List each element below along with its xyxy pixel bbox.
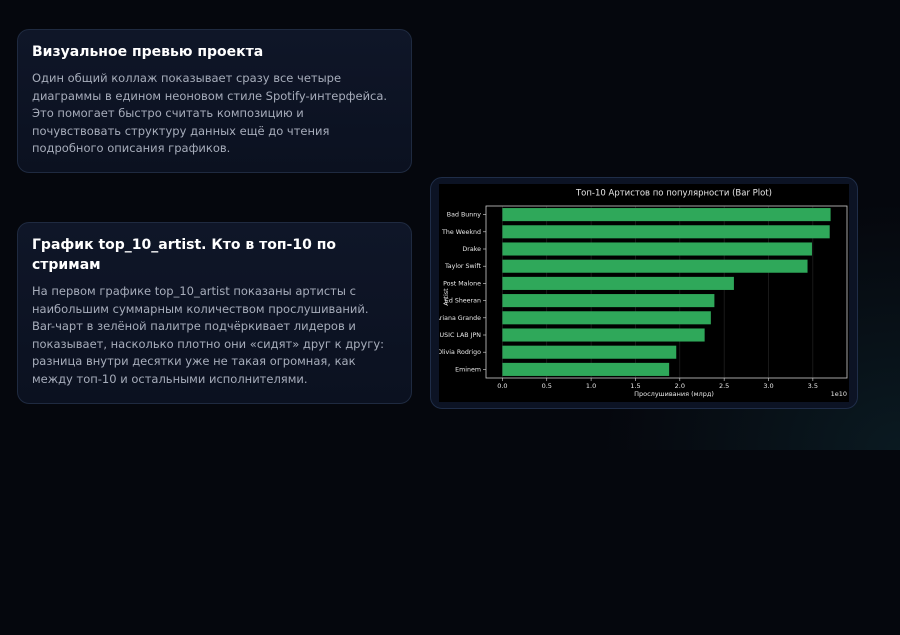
x-tick-label: 1.5 [630, 382, 640, 390]
card-body: Один общий коллаж показывает сразу все ч… [32, 71, 388, 156]
y-tick-label: Olivia Rodrigo [439, 349, 481, 356]
bar [502, 242, 812, 256]
bar [502, 311, 711, 325]
bar [502, 225, 830, 239]
y-tick-label: Post Malone [443, 280, 481, 287]
x-tick-label: 1.0 [586, 382, 596, 390]
bar [502, 259, 808, 273]
card: График top_10_artist. Кто в топ-10 по ст… [17, 222, 412, 404]
card-title: Визуальное превью проекта [32, 44, 264, 60]
y-tick-label: MUSIC LAB JPN [439, 332, 481, 339]
y-axis-label: Artist [442, 288, 450, 306]
bar [502, 328, 705, 342]
bar [502, 208, 831, 222]
bar [502, 362, 670, 376]
y-tick-label: Ariana Grande [439, 315, 481, 322]
card-body: На первом графике top_10_artist показаны… [32, 284, 385, 386]
bar [502, 276, 734, 290]
chart-title: Топ-10 Артистов по популярности (Bar Plo… [575, 189, 772, 199]
chart: Топ-10 Артистов по популярности (Bar Plo… [439, 184, 849, 402]
y-tick-label: Bad Bunny [447, 212, 481, 219]
x-tick-label: 2.5 [719, 382, 729, 390]
plot-frame [485, 205, 848, 379]
bar [502, 345, 677, 359]
y-tick-label: Eminem [455, 366, 481, 373]
y-tick-label: Taylor Swift [444, 263, 482, 270]
bar [502, 294, 715, 308]
card: Визуальное превью проекта Один общий кол… [17, 29, 412, 173]
y-tick-label: Drake [462, 246, 481, 253]
chart-card: Топ-10 Артистов по популярности (Bar Plo… [430, 177, 858, 409]
x-tick-label: 2.0 [675, 382, 685, 390]
y-tick-label: Ed Sheeran [445, 298, 481, 305]
y-tick-label: The Weeknd [441, 229, 481, 236]
x-tick-label: 3.5 [808, 382, 818, 390]
x-offset-label: 1e10 [831, 390, 847, 398]
x-tick-label: 3.0 [763, 382, 773, 390]
card-title: График top_10_artist. Кто в топ-10 по ст… [32, 237, 336, 273]
x-tick-label: 0.0 [497, 382, 507, 390]
x-tick-label: 0.5 [542, 382, 552, 390]
x-axis-label: Прослушивания (млрд) [634, 390, 714, 398]
